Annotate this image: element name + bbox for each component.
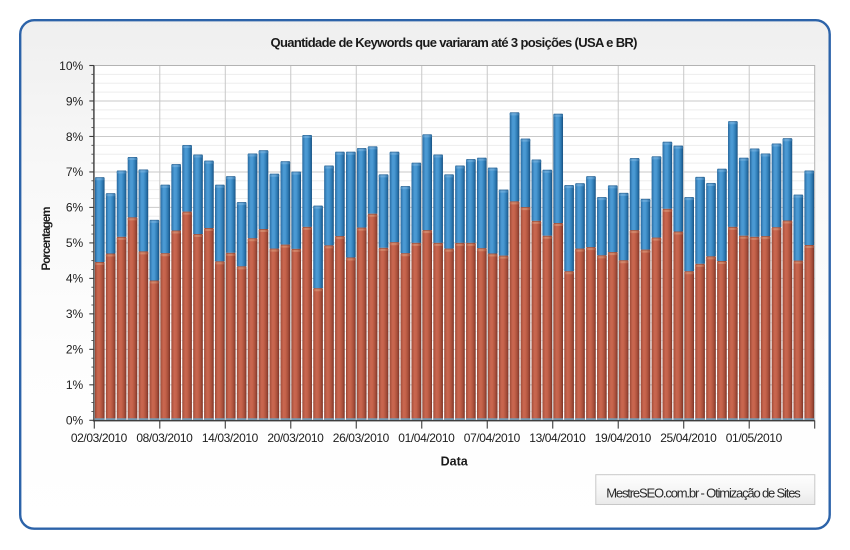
svg-text:01/04/2010: 01/04/2010 <box>398 431 455 445</box>
svg-text:3%: 3% <box>66 307 84 321</box>
svg-text:9%: 9% <box>66 94 84 108</box>
svg-text:Quantidade de Keywords que var: Quantidade de Keywords que variaram até … <box>271 35 638 50</box>
svg-text:5%: 5% <box>66 236 84 250</box>
svg-text:Porcentagem: Porcentagem <box>41 207 53 271</box>
svg-text:19/04/2010: 19/04/2010 <box>595 431 652 445</box>
svg-text:Data: Data <box>441 454 469 468</box>
svg-text:26/03/2010: 26/03/2010 <box>333 431 390 445</box>
svg-text:13/04/2010: 13/04/2010 <box>529 431 586 445</box>
svg-text:20/03/2010: 20/03/2010 <box>267 431 324 445</box>
svg-text:08/03/2010: 08/03/2010 <box>136 431 193 445</box>
svg-text:01/05/2010: 01/05/2010 <box>726 431 783 445</box>
svg-text:0%: 0% <box>66 414 84 428</box>
svg-text:14/03/2010: 14/03/2010 <box>202 431 259 445</box>
svg-text:4%: 4% <box>66 272 84 286</box>
svg-text:8%: 8% <box>66 130 84 144</box>
svg-text:1%: 1% <box>66 378 84 392</box>
svg-text:6%: 6% <box>66 201 84 215</box>
svg-text:MestreSEO.com.br - Otimização: MestreSEO.com.br - Otimização de Sites <box>606 486 801 501</box>
svg-text:10%: 10% <box>59 59 83 73</box>
svg-text:7%: 7% <box>66 165 84 179</box>
svg-text:25/04/2010: 25/04/2010 <box>660 431 717 445</box>
svg-text:02/03/2010: 02/03/2010 <box>71 431 128 445</box>
svg-text:07/04/2010: 07/04/2010 <box>464 431 521 445</box>
svg-text:2%: 2% <box>66 343 84 357</box>
